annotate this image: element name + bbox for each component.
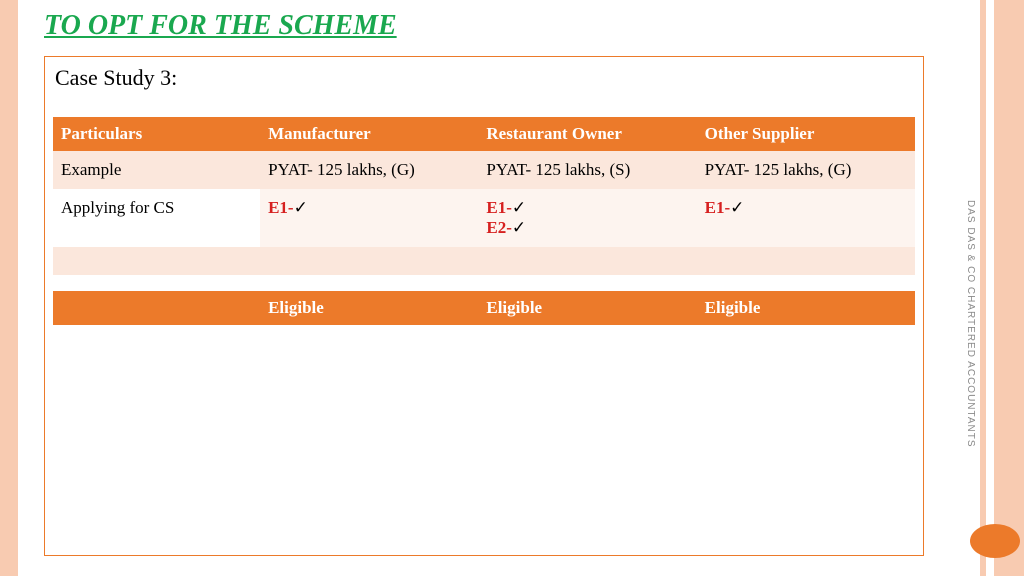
cell-applying-restaurant: E1-✓ E2-✓: [478, 189, 696, 247]
header-manufacturer: Manufacturer: [260, 117, 478, 151]
gap-row: [53, 275, 915, 291]
table-row: Applying for CS E1-✓ E1-✓ E2-✓ E1-✓: [53, 189, 915, 247]
main-table: Particulars Manufacturer Restaurant Owne…: [53, 117, 915, 325]
check-icon: ✓: [512, 218, 526, 237]
case-study-label: Case Study 3:: [55, 65, 915, 91]
slide-page: DAS DAS & CO CHARTERED ACCOUNTANTS TO OP…: [0, 0, 1024, 576]
header-restaurant-owner: Restaurant Owner: [478, 117, 696, 151]
left-stripe: [0, 0, 18, 576]
content-box: Case Study 3: Particulars Manufacturer R…: [44, 56, 924, 556]
cell-restaurant: PYAT- 125 lakhs, (S): [478, 151, 696, 189]
e-code: E2-: [486, 218, 512, 237]
eligibility-row: Eligible Eligible Eligible: [53, 291, 915, 325]
e-code: E1-: [705, 198, 731, 217]
header-other-supplier: Other Supplier: [697, 117, 915, 151]
check-icon: ✓: [730, 198, 744, 217]
e-code: E1-: [486, 198, 512, 217]
cell-particulars: Example: [53, 151, 260, 189]
e-code: E1-: [268, 198, 294, 217]
cell-applying-label: Applying for CS: [53, 189, 260, 247]
table-header-row: Particulars Manufacturer Restaurant Owne…: [53, 117, 915, 151]
right-stripe-thin: [980, 0, 986, 576]
cell-manufacturer: PYAT- 125 lakhs, (G): [260, 151, 478, 189]
cell-other: PYAT- 125 lakhs, (G): [697, 151, 915, 189]
elig-cell-blank: [53, 291, 260, 325]
side-company-text: DAS DAS & CO CHARTERED ACCOUNTANTS: [965, 200, 976, 448]
elig-cell-restaurant: Eligible: [478, 291, 696, 325]
corner-ellipse: [970, 524, 1020, 558]
spacer-row: [53, 247, 915, 275]
cell-applying-manufacturer: E1-✓: [260, 189, 478, 247]
cell-applying-other: E1-✓: [697, 189, 915, 247]
check-icon: ✓: [294, 198, 308, 217]
elig-cell-other: Eligible: [697, 291, 915, 325]
right-stripe-wide: [994, 0, 1024, 576]
check-icon: ✓: [512, 198, 526, 217]
header-particulars: Particulars: [53, 117, 260, 151]
page-title: TO OPT FOR THE SCHEME: [44, 10, 397, 42]
elig-cell-manufacturer: Eligible: [260, 291, 478, 325]
table-row: Example PYAT- 125 lakhs, (G) PYAT- 125 l…: [53, 151, 915, 189]
